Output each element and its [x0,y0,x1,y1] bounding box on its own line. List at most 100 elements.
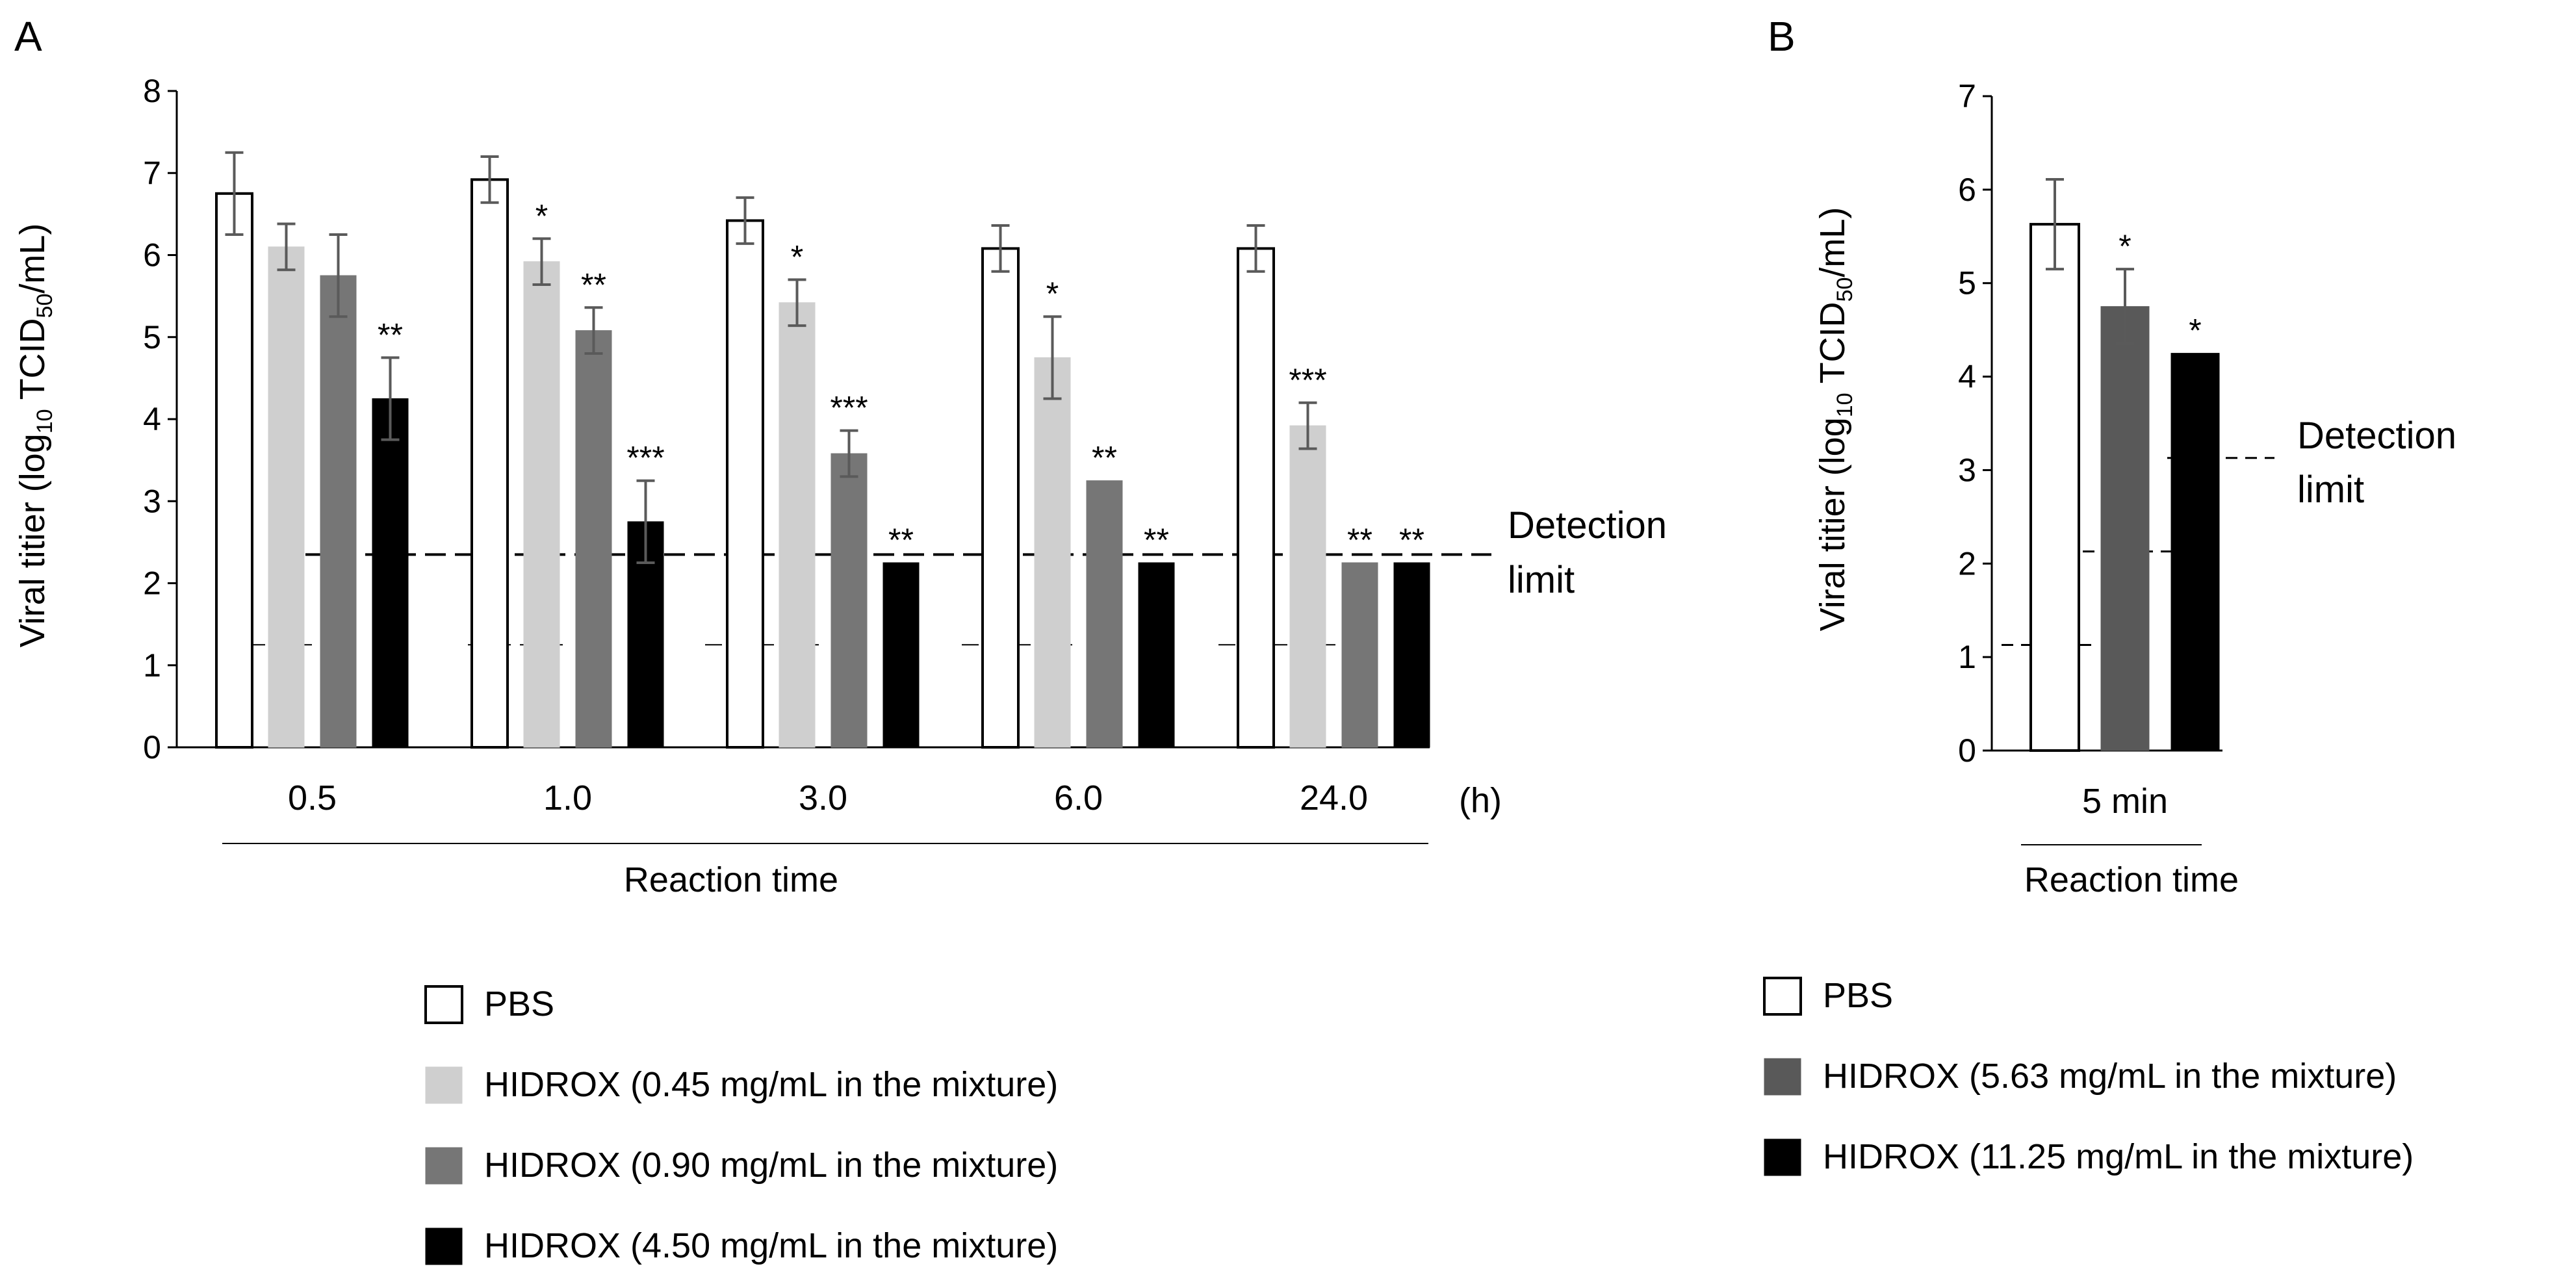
significance-label: ** [378,316,403,353]
panel-b-bars: ** [2002,178,2274,752]
panel-a-detection-limit-label-1: Detection [1508,504,1667,547]
y-tick-label: 4 [1958,359,1976,395]
x-category-label: 0.5 [288,778,337,817]
legend-label: HIDROX (4.50 mg/mL in the mixture) [484,1226,1058,1265]
legend-label: HIDROX (0.90 mg/mL in the mixture) [484,1146,1058,1185]
panel-b-detection-limit-label-1: Detection [2297,415,2456,457]
y-tick-label: 5 [1958,265,1976,302]
panel-a-letter: A [14,13,42,60]
bar [372,398,409,748]
x-category-label: 1.0 [543,778,592,817]
significance-label: * [535,198,548,234]
panel-a-y-title-mid: TCID [13,318,52,409]
bar [2100,306,2150,751]
bar [1138,562,1175,748]
panel-b-letter: B [1768,13,1796,60]
y-tick-label: 8 [143,73,161,109]
panel-a-bars: ************************ ** [215,151,1491,749]
legend-swatch [425,1066,463,1104]
panel-a-y-title-end: /mL) [13,224,52,294]
x-category-label: 24.0 [1300,778,1368,817]
panel-b-x-title: Reaction time [2024,860,2239,899]
panel-b-y-title-sub1: 10 [1833,392,1857,417]
bar [1289,425,1326,748]
bar [2170,353,2220,751]
significance-label: ** [1399,522,1424,558]
bar [470,178,509,749]
significance-label: *** [830,390,868,426]
legend-label: HIDROX (0.45 mg/mL in the mixture) [484,1065,1058,1104]
legend-swatch [1763,977,1802,1016]
x-category-label: 5 min [2082,782,2168,821]
x-category-label: 3.0 [799,778,847,817]
panel-a-y-title: Viral titier (log10 TCID50/mL) [13,224,57,648]
y-tick-label: 4 [143,401,161,437]
significance-label: ** [1347,522,1372,558]
panel-a-y-title-sub1: 10 [32,409,57,433]
panel-b-detection-limit-label-2: limit [2297,469,2364,511]
y-tick-label: 0 [1958,732,1976,769]
y-tick-label: 2 [143,565,161,602]
panel-b-x-ticks: 5 min [2082,782,2168,821]
panel-b-y-title-sub2: 50 [1833,277,1857,302]
significance-label: *** [1289,362,1326,398]
panel-a-y-title-sub2: 50 [32,294,57,318]
bar [726,219,764,749]
significance-label: ** [1092,440,1117,476]
bar [882,562,920,748]
panel-a-x-title: Reaction time [624,860,838,899]
bar [523,261,560,748]
bar [2029,223,2080,752]
legend-swatch [424,985,463,1024]
significance-label: ** [888,522,914,558]
panel-b-y-title-mid: TCID [1813,302,1852,392]
bar [575,330,612,748]
legend-label: HIDROX (5.63 mg/mL in the mixture) [1823,1057,2397,1096]
bar [779,302,816,748]
bar [268,246,305,748]
legend-label: HIDROX (11.25 mg/mL in the mixture) [1823,1137,2414,1176]
y-tick-label: 3 [1958,452,1976,488]
y-tick-label: 3 [143,483,161,519]
significance-label: * [791,238,803,275]
y-tick-label: 5 [143,319,161,355]
significance-label: ** [581,266,606,303]
panel-a-x-ticks: 0.5 1.0 3.0 6.0 24.0 [288,778,1368,817]
y-tick-label: 1 [143,647,161,684]
panel-b-legend: PBS HIDROX (5.63 mg/mL in the mixture) HID… [1763,976,2414,1176]
significance-label: * [2119,228,2131,264]
legend-swatch [425,1147,463,1185]
bar [1086,480,1123,748]
bar [981,247,1020,749]
bar [215,192,253,749]
panel-a-detection-limit-label-2: limit [1508,559,1575,601]
y-tick-label: 1 [1958,639,1976,675]
y-tick-label: 7 [143,155,161,191]
bar [1034,357,1071,748]
y-tick-label: 6 [1958,172,1976,208]
significance-label: * [2189,313,2201,349]
legend-swatch [425,1228,463,1265]
legend-label: PBS [1823,976,1893,1015]
significance-label: * [1046,276,1059,312]
panel-b-y-title-end: /mL) [1813,207,1852,277]
significance-label: *** [626,440,664,476]
panel-a-y-title-main: Viral titier (log [13,433,52,647]
legend-swatch [1764,1138,1801,1176]
y-tick-label: 2 [1958,545,1976,582]
x-category-label: 6.0 [1054,778,1103,817]
panel-a-legend: PBS HIDROX (0.45 mg/mL in the mixture) HID… [424,984,1058,1265]
legend-swatch [1764,1058,1801,1096]
panel-b-y-title-main: Viral titier (log [1813,417,1852,631]
bar [831,453,868,748]
legend-label: PBS [484,984,554,1023]
significance-label: ** [1144,522,1169,558]
bar [320,275,357,748]
bar [1237,247,1275,749]
panel-b-y-title: Viral titier (log10 TCID50/mL) [1813,207,1857,632]
panel-a-unit-label: (h) [1459,781,1502,820]
y-tick-label: 6 [143,237,161,274]
